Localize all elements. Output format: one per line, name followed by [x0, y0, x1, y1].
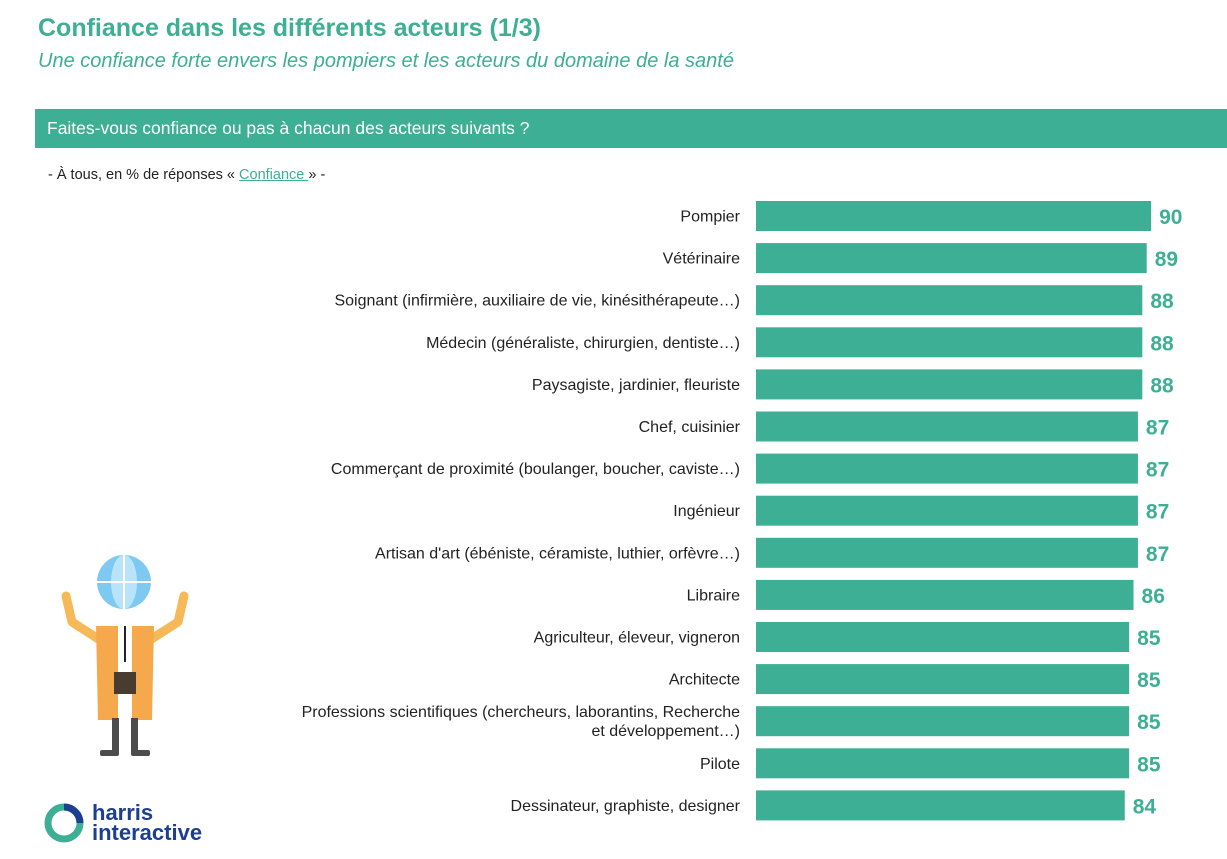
bar — [756, 243, 1147, 274]
category-label: Libraire — [687, 587, 740, 604]
bar — [756, 453, 1138, 484]
bar-value-label: 87 — [1146, 501, 1169, 524]
bar — [756, 748, 1130, 779]
bar-value-label: 86 — [1142, 585, 1165, 608]
category-label-line: Agriculteur, éleveur, vigneron — [534, 630, 740, 647]
bar-value-label: 87 — [1146, 417, 1169, 440]
category-label: Dessinateur, graphiste, designer — [511, 798, 741, 815]
bar — [756, 201, 1152, 231]
category-label: Paysagiste, jardinier, fleuriste — [532, 377, 740, 394]
category-label-line: Médecin (généraliste, chirurgien, dentis… — [426, 335, 740, 352]
category-label-line: Professions scientifiques (chercheurs, l… — [302, 704, 741, 721]
base-note-link[interactable]: Confiance — [239, 167, 309, 183]
category-label-line: Ingénieur — [673, 503, 740, 520]
bar — [756, 327, 1143, 358]
bar-value-label: 85 — [1137, 753, 1161, 776]
category-label-line: Commerçant de proximité (boulanger, bouc… — [331, 461, 740, 478]
category-label-line: Pilote — [700, 756, 740, 773]
category-label: Soignant (infirmière, auxiliaire de vie,… — [334, 293, 740, 310]
category-label-line: Soignant (infirmière, auxiliaire de vie,… — [334, 293, 740, 310]
question-banner: Faites-vous confiance ou pas à chacun de… — [35, 109, 1227, 148]
bar-value-label: 88 — [1150, 290, 1174, 313]
bar — [756, 285, 1143, 316]
scientist-left-arm-icon — [61, 591, 105, 645]
category-label: Agriculteur, éleveur, vigneron — [534, 630, 740, 647]
bar-value-label: 85 — [1137, 669, 1161, 692]
category-label: Chef, cuisinier — [639, 419, 741, 436]
base-note-suffix: » - — [308, 167, 326, 183]
category-label: Ingénieur — [673, 503, 740, 520]
bar-value-label: 88 — [1150, 374, 1174, 397]
category-label-line: Libraire — [687, 587, 740, 604]
bar — [756, 706, 1130, 737]
bar — [756, 495, 1138, 526]
bar — [756, 411, 1138, 442]
brand-line-2: interactive — [92, 820, 203, 845]
bar-value-label: 84 — [1133, 795, 1157, 818]
bar-value-label: 87 — [1146, 543, 1169, 566]
category-label-line: Dessinateur, graphiste, designer — [511, 798, 741, 815]
category-label-line: Paysagiste, jardinier, fleuriste — [532, 377, 740, 394]
scientist-right-arm-icon — [145, 591, 189, 645]
category-label: Pilote — [700, 756, 740, 773]
bar — [756, 369, 1143, 400]
page-title: Confiance dans les différents acteurs (1… — [38, 14, 541, 42]
bar-value-label: 89 — [1155, 248, 1178, 271]
category-label: Pompier — [680, 209, 740, 226]
base-note-prefix: - À tous, en % de réponses « — [48, 167, 240, 183]
category-label-line: Artisan d'art (ébéniste, céramiste, luth… — [375, 545, 740, 562]
globe-head-icon — [97, 555, 151, 609]
bar-value-label: 85 — [1137, 711, 1161, 734]
bar-value-label: 90 — [1159, 206, 1182, 229]
category-label: Professions scientifiques (chercheurs, l… — [302, 704, 741, 740]
bar-value-label: 87 — [1146, 459, 1169, 482]
category-label-line: Chef, cuisinier — [639, 419, 741, 436]
bar — [756, 790, 1125, 821]
category-label-line: Architecte — [669, 672, 740, 689]
scientist-coat-icon — [96, 626, 154, 720]
category-label-line: Pompier — [680, 209, 740, 226]
category-label: Commerçant de proximité (boulanger, bouc… — [331, 461, 740, 478]
scientist-legs-icon — [100, 718, 150, 756]
category-label: Médecin (généraliste, chirurgien, dentis… — [426, 335, 740, 352]
brand-line-1: harris — [92, 800, 154, 825]
base-note: - À tous, en % de réponses « Confiance »… — [48, 167, 325, 183]
bar-value-label: 88 — [1150, 332, 1174, 355]
category-label: Architecte — [669, 672, 740, 689]
bar — [756, 537, 1138, 568]
page-subtitle: Une confiance forte envers les pompiers … — [38, 50, 734, 72]
bar — [756, 622, 1130, 652]
bar — [756, 664, 1130, 695]
harris-logo-icon — [44, 803, 84, 843]
question-text: Faites-vous confiance ou pas à chacun de… — [47, 118, 530, 138]
category-label-line: et développement…) — [591, 723, 740, 740]
brand-logo-text: harris interactive — [92, 800, 203, 845]
category-label: Vétérinaire — [663, 251, 740, 268]
bar-value-label: 85 — [1137, 627, 1161, 650]
category-label: Artisan d'art (ébéniste, céramiste, luth… — [375, 545, 740, 562]
category-label-line: Vétérinaire — [663, 251, 740, 268]
scientist-illustration — [61, 555, 189, 756]
bar — [756, 579, 1134, 610]
